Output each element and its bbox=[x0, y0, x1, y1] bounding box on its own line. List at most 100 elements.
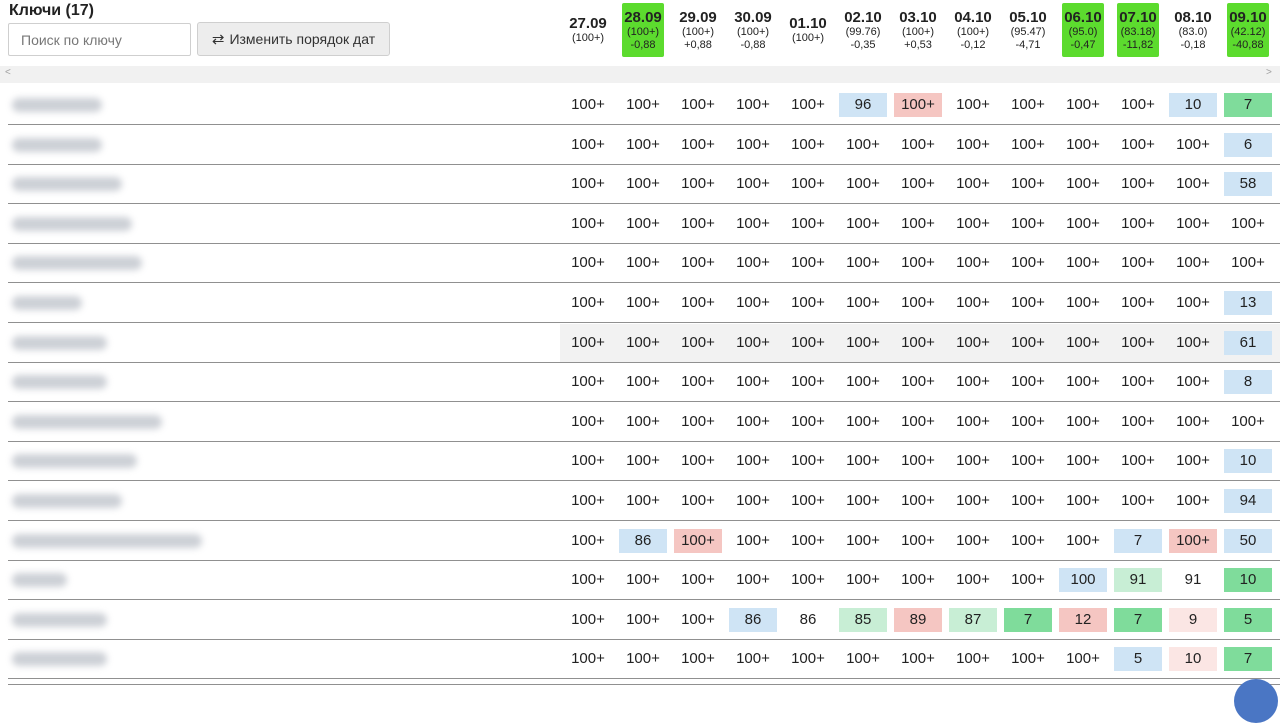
table-row[interactable]: 100+ 100+ 100+ 100+ 100+ 100+ 100+ 100+ 100+ 100+… bbox=[0, 323, 1280, 363]
table-row[interactable]: 100+ 100+ 100+ 100+ 100+ 100+ 100+ 100+ 100+ 100+… bbox=[0, 482, 1280, 521]
scroll-left-icon[interactable]: < bbox=[5, 67, 11, 78]
position-cell: 100+ bbox=[901, 175, 935, 193]
position-cell: 100+ bbox=[681, 96, 715, 113]
position-cell: 100+ bbox=[901, 135, 935, 153]
position-cell: 100+ bbox=[736, 492, 770, 509]
scroll-right-icon[interactable]: > bbox=[1266, 67, 1272, 78]
position-cell: 100+ bbox=[791, 135, 825, 153]
keyword-blurred[interactable] bbox=[12, 216, 132, 231]
table-row[interactable]: 100+ 100+ 100+ 100+ 100+ 100+ 100+ 100+ 100+ 100+… bbox=[0, 403, 1280, 442]
position-cell: 100+ bbox=[1066, 650, 1100, 668]
position-cell: 100+ bbox=[1121, 135, 1155, 153]
date-label: 01.10 bbox=[789, 15, 827, 33]
table-row[interactable]: 100+ 100+ 100+ 100+ 100+ 100+ 100+ 100+ 100+ 100+… bbox=[0, 442, 1280, 482]
row-divider bbox=[8, 163, 1280, 165]
date-label: 09.10 bbox=[1229, 8, 1267, 26]
row-divider bbox=[8, 401, 1280, 403]
position-cell: 100+ bbox=[1066, 452, 1100, 470]
table-row[interactable]: 100+ 100+ 100+ 86 86 85 89 87 7 12 7 9 5 bbox=[0, 601, 1280, 640]
position-cell: 100+ bbox=[846, 492, 880, 509]
date-header-04.10[interactable]: 04.10 (100+) -0,12 bbox=[952, 3, 994, 57]
date-change: +0,88 bbox=[684, 38, 712, 51]
date-header-29.09[interactable]: 29.09 (100+) +0,88 bbox=[677, 3, 719, 57]
table-row[interactable]: 100+ 100+ 100+ 100+ 100+ 100+ 100+ 100+ 100+ 100+… bbox=[0, 205, 1280, 244]
table-row[interactable]: 100+ 100+ 100+ 100+ 100+ 100+ 100+ 100+ 100+ 100+… bbox=[0, 244, 1280, 284]
keyword-blurred[interactable] bbox=[12, 414, 162, 429]
position-cell: 8 bbox=[1224, 370, 1272, 395]
date-header-27.09[interactable]: 27.09 (100+) bbox=[567, 3, 609, 57]
position-cell: 100+ bbox=[571, 531, 605, 549]
keyword-blurred[interactable] bbox=[12, 335, 107, 350]
keyword-blurred[interactable] bbox=[12, 612, 107, 627]
date-header-28.09[interactable]: 28.09 (100+) -0,88 bbox=[622, 3, 664, 57]
position-cell: 100+ bbox=[1066, 412, 1100, 430]
chat-widget-button[interactable] bbox=[1234, 679, 1278, 723]
keyword-blurred[interactable] bbox=[12, 177, 122, 192]
horizontal-scrollbar[interactable]: < > bbox=[0, 66, 1280, 83]
position-cell: 100+ bbox=[1066, 135, 1100, 153]
date-header-05.10[interactable]: 05.10 (95.47) -4,71 bbox=[1007, 3, 1049, 57]
keyword-blurred[interactable] bbox=[12, 573, 67, 588]
position-cell: 100+ bbox=[1176, 175, 1210, 193]
position-cell: 100+ bbox=[956, 214, 990, 232]
position-cell: 100+ bbox=[736, 571, 770, 589]
table-row[interactable]: 100+ 100+ 100+ 100+ 100+ 100+ 100+ 100+ 100+ 100+… bbox=[0, 640, 1280, 680]
date-header-30.09[interactable]: 30.09 (100+) -0,88 bbox=[732, 3, 774, 57]
table-row[interactable]: 100+ 100+ 100+ 100+ 100+ 100+ 100+ 100+ 100+ 100+… bbox=[0, 363, 1280, 403]
table-row[interactable]: 100+ 100+ 100+ 100+ 100+ 100+ 100+ 100+ 100+ 100 9… bbox=[0, 561, 1280, 601]
position-cell: 9 bbox=[1169, 607, 1217, 632]
position-cell: 100+ bbox=[901, 492, 935, 509]
reorder-dates-button[interactable]: ⇄ Изменить порядок дат bbox=[197, 22, 390, 56]
position-cell: 100+ bbox=[1011, 571, 1045, 589]
search-input[interactable] bbox=[8, 23, 191, 56]
position-cell: 96 bbox=[839, 93, 887, 117]
keyword-blurred[interactable] bbox=[12, 652, 107, 667]
position-cell: 100+ bbox=[1011, 373, 1045, 391]
date-label: 03.10 bbox=[899, 8, 937, 26]
date-header-01.10[interactable]: 01.10 (100+) bbox=[787, 3, 829, 57]
position-cell: 100+ bbox=[736, 531, 770, 549]
position-cell: 100+ bbox=[681, 571, 715, 589]
table-row[interactable]: 100+ 100+ 100+ 100+ 100+ 100+ 100+ 100+ 100+ 100+… bbox=[0, 126, 1280, 165]
position-cell: 100+ bbox=[1011, 294, 1045, 311]
position-cell: 100+ bbox=[846, 571, 880, 589]
position-cell: 100+ bbox=[1011, 135, 1045, 153]
position-cell: 100+ bbox=[901, 571, 935, 589]
keyword-blurred[interactable] bbox=[12, 137, 102, 152]
keyword-blurred[interactable] bbox=[12, 98, 102, 112]
date-header-09.10[interactable]: 09.10 (42.12) -40,88 bbox=[1227, 3, 1269, 57]
keyword-blurred[interactable] bbox=[12, 375, 107, 390]
position-cell: 100+ bbox=[1121, 412, 1155, 430]
table-row[interactable]: 100+ 100+ 100+ 100+ 100+ 100+ 100+ 100+ 100+ 100+… bbox=[0, 284, 1280, 323]
date-change: -11,82 bbox=[1122, 38, 1154, 51]
keyword-blurred[interactable] bbox=[12, 494, 122, 508]
position-cell: 100+ bbox=[736, 96, 770, 113]
row-divider bbox=[8, 520, 1280, 521]
date-header-08.10[interactable]: 08.10 (83.0) -0,18 bbox=[1172, 3, 1214, 57]
table-row[interactable]: 100+ 100+ 100+ 100+ 100+ 100+ 100+ 100+ 100+ 100+… bbox=[0, 165, 1280, 205]
table-row[interactable]: 100+ 100+ 100+ 100+ 100+ 96 100+ 100+ 100+ 100+ 10… bbox=[0, 86, 1280, 125]
position-cell: 100+ bbox=[674, 528, 722, 553]
row-divider bbox=[8, 124, 1280, 125]
date-label: 08.10 bbox=[1174, 8, 1212, 26]
position-cell: 7 bbox=[1114, 607, 1162, 632]
position-cell: 100+ bbox=[626, 452, 660, 470]
keyword-blurred[interactable] bbox=[12, 296, 82, 310]
position-cell: 100+ bbox=[571, 452, 605, 470]
keyword-blurred[interactable] bbox=[12, 533, 202, 548]
table-row[interactable]: 100+ 86 100+ 100+ 100+ 100+ 100+ 100+ 100+ 100+ 7 1… bbox=[0, 522, 1280, 561]
date-header-06.10[interactable]: 06.10 (95.0) -0,47 bbox=[1062, 3, 1104, 57]
date-header-02.10[interactable]: 02.10 (99.76) -0,35 bbox=[842, 3, 884, 57]
keyword-blurred[interactable] bbox=[12, 454, 137, 469]
position-cell: 7 bbox=[1114, 528, 1162, 553]
date-header-07.10[interactable]: 07.10 (83.18) -11,82 bbox=[1117, 3, 1159, 57]
position-cell: 100+ bbox=[1011, 412, 1045, 430]
date-average: (100+) bbox=[901, 25, 935, 38]
keyword-blurred[interactable] bbox=[12, 256, 142, 271]
position-cell: 100+ bbox=[791, 650, 825, 668]
date-header-03.10[interactable]: 03.10 (100+) +0,53 bbox=[897, 3, 939, 57]
position-cell: 100+ bbox=[626, 294, 660, 311]
position-cell: 100+ bbox=[956, 531, 990, 549]
position-cell: 100+ bbox=[791, 373, 825, 391]
date-average: (95.0) bbox=[1068, 25, 1098, 38]
